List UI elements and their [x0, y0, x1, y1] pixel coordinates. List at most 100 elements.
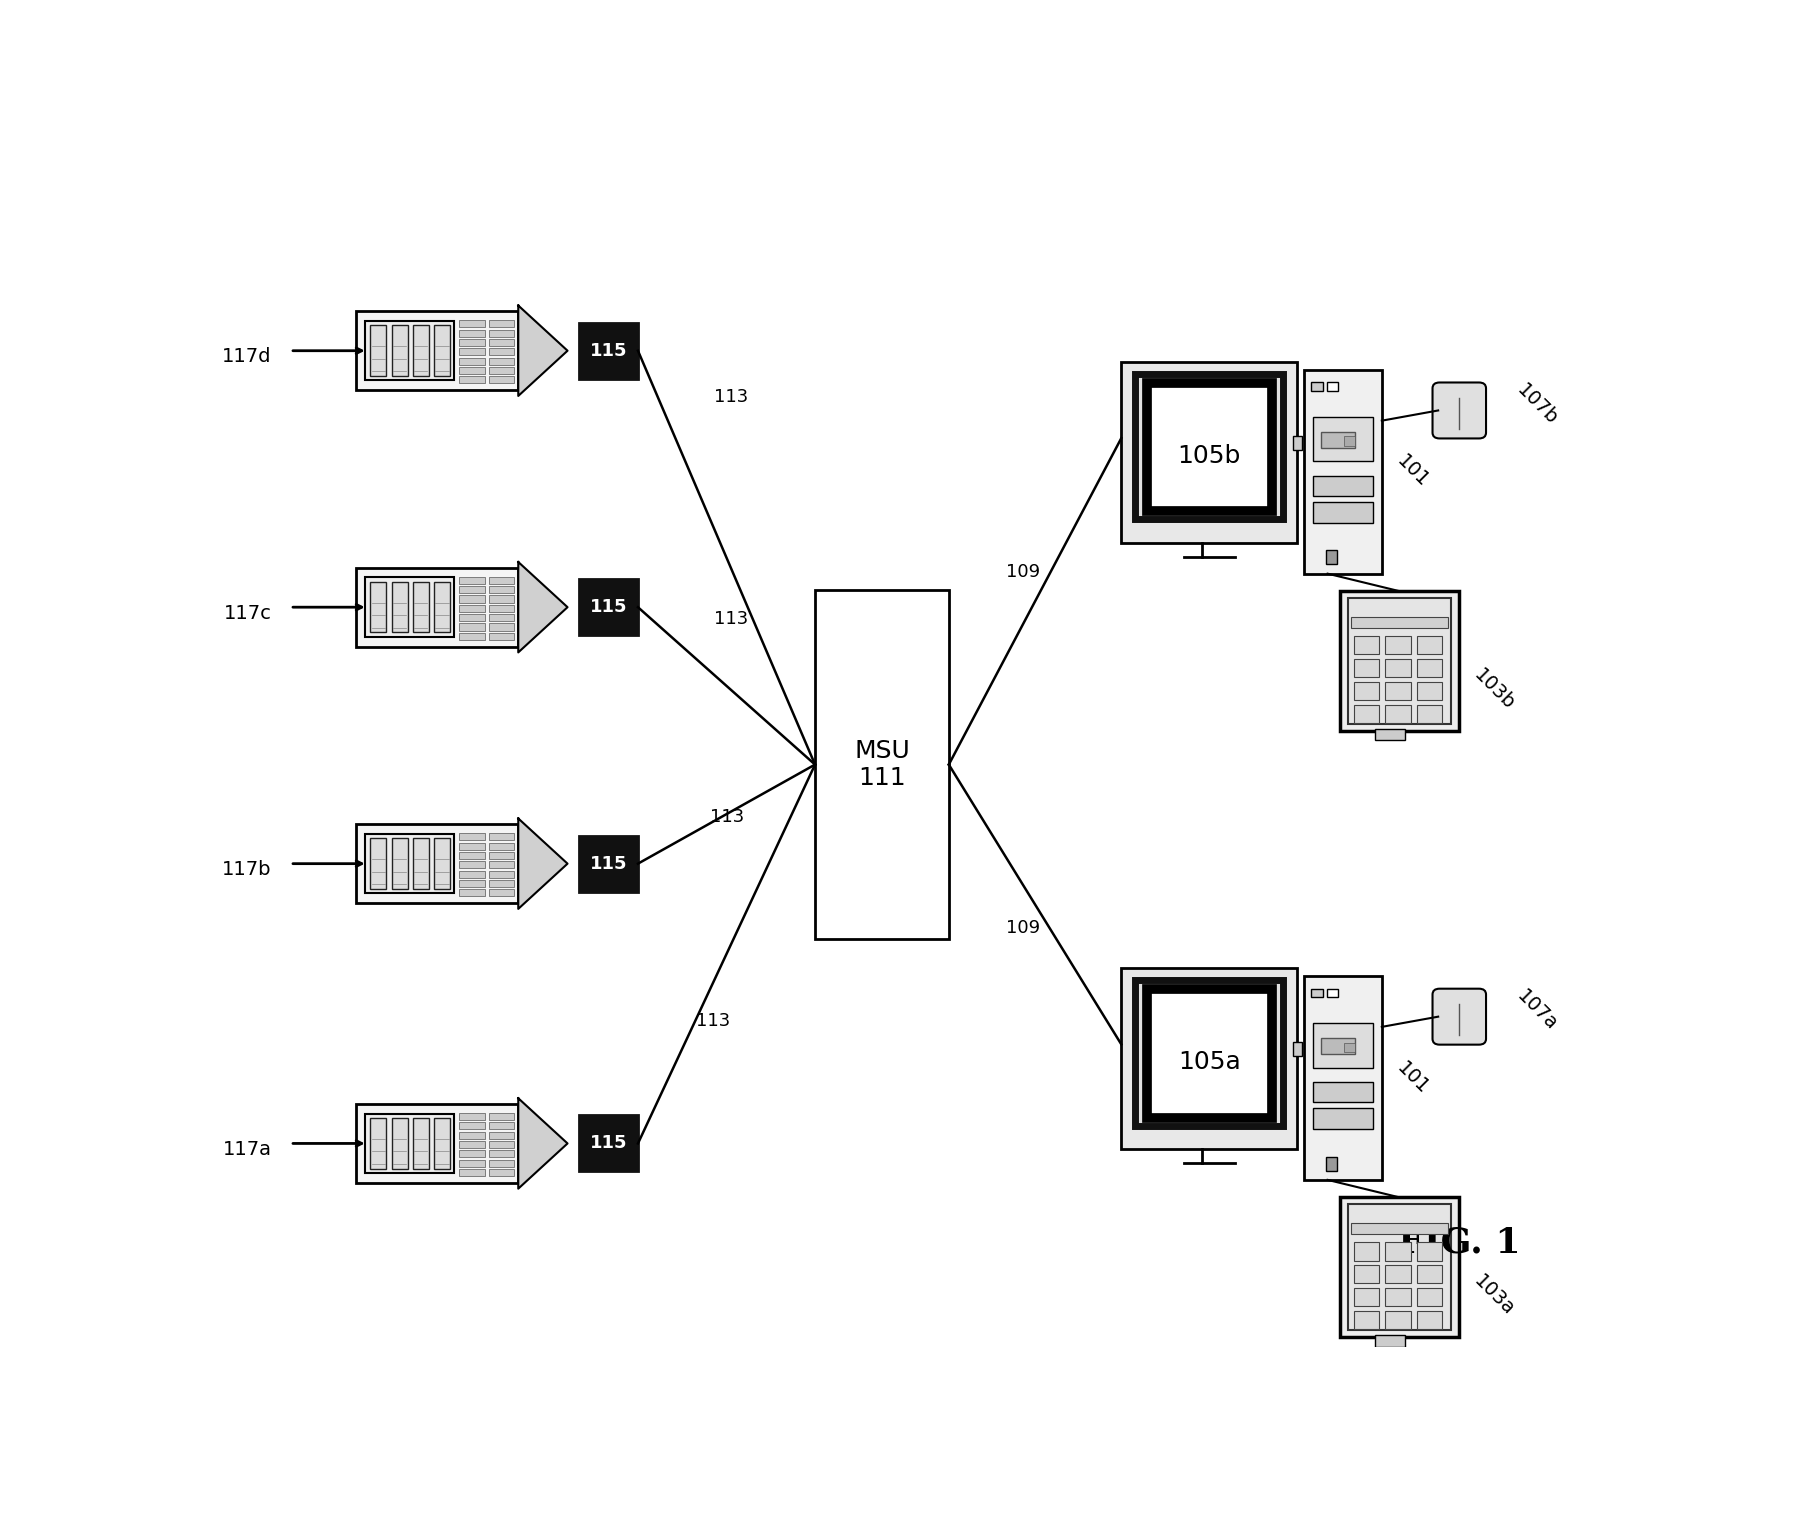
Bar [489, 1113, 514, 1120]
Text: 115: 115 [591, 342, 627, 360]
Bar [489, 595, 514, 603]
Bar [1348, 1204, 1450, 1331]
Bar [489, 624, 514, 630]
Bar [460, 1122, 485, 1129]
Text: MSU
111: MSU 111 [854, 739, 910, 790]
Bar [460, 330, 485, 336]
Bar [460, 624, 485, 630]
Bar [580, 322, 638, 378]
Bar [1321, 1039, 1355, 1054]
Bar [1350, 618, 1448, 628]
Bar [460, 357, 485, 365]
Bar [371, 839, 387, 889]
Bar [1326, 551, 1337, 565]
Bar [1350, 1223, 1448, 1234]
Bar [580, 580, 638, 636]
Bar [434, 581, 451, 633]
Bar [1354, 681, 1379, 699]
Bar [489, 833, 514, 840]
Bar [460, 366, 485, 374]
Bar [1375, 728, 1405, 740]
FancyBboxPatch shape [1432, 989, 1486, 1045]
Text: 115: 115 [591, 1134, 627, 1152]
Text: 115: 115 [591, 855, 627, 872]
Bar [489, 348, 514, 356]
Bar [1339, 1198, 1459, 1337]
Bar [460, 604, 485, 612]
Bar [460, 615, 485, 621]
Bar [1354, 1311, 1379, 1329]
Bar [1121, 362, 1297, 544]
Bar [412, 326, 429, 375]
Bar [1385, 704, 1412, 722]
Bar [1354, 704, 1379, 722]
Bar [392, 326, 407, 375]
Bar [460, 833, 485, 840]
Bar [1121, 969, 1297, 1149]
Text: 113: 113 [714, 389, 749, 406]
Bar [489, 377, 514, 383]
Bar [1417, 659, 1443, 677]
Bar [1417, 704, 1443, 722]
Bar [1326, 1157, 1337, 1170]
Bar [371, 1119, 387, 1169]
Bar [434, 1119, 451, 1169]
Bar [1147, 383, 1272, 512]
Bar [392, 839, 407, 889]
Bar [1417, 1266, 1443, 1284]
Text: 107b: 107b [1514, 380, 1561, 428]
Bar [1345, 1043, 1355, 1052]
Bar [365, 1114, 454, 1173]
Bar [1136, 374, 1283, 519]
Bar [489, 615, 514, 621]
Bar [460, 339, 485, 347]
Bar [460, 321, 485, 327]
Bar [356, 824, 518, 904]
Bar [1314, 1023, 1374, 1067]
Bar [1326, 383, 1337, 391]
Bar [460, 843, 485, 849]
Bar [1354, 659, 1379, 677]
Bar [580, 836, 638, 892]
Bar [1385, 681, 1412, 699]
Text: 103b: 103b [1470, 665, 1519, 713]
Bar [489, 604, 514, 612]
Bar [489, 366, 514, 374]
Bar [489, 339, 514, 347]
Bar [580, 1116, 638, 1172]
Bar [489, 843, 514, 849]
Bar [365, 834, 454, 893]
Bar [460, 871, 485, 878]
Bar [1294, 436, 1301, 450]
Bar [371, 581, 387, 633]
Bar [489, 577, 514, 584]
Bar [434, 326, 451, 375]
Bar [1305, 977, 1383, 1179]
Bar [1314, 475, 1374, 497]
Text: 109: 109 [1005, 563, 1039, 581]
Bar [1314, 1083, 1374, 1102]
Bar [1385, 1266, 1412, 1284]
Bar [1354, 1266, 1379, 1284]
Text: 105b: 105b [1177, 444, 1241, 468]
Text: 117b: 117b [222, 860, 273, 880]
Text: 117a: 117a [223, 1140, 273, 1158]
Bar [1417, 1311, 1443, 1329]
Bar [434, 839, 451, 889]
Bar [1314, 416, 1374, 462]
Bar [489, 889, 514, 896]
Text: 101: 101 [1394, 1058, 1432, 1098]
Bar [489, 586, 514, 593]
Bar [489, 321, 514, 327]
Bar [489, 1122, 514, 1129]
Bar [1345, 436, 1355, 445]
Bar [460, 577, 485, 584]
Bar [489, 1169, 514, 1176]
Bar [460, 861, 485, 869]
Bar [1417, 1243, 1443, 1261]
Bar [392, 1119, 407, 1169]
Text: 107a: 107a [1514, 987, 1561, 1036]
Bar [460, 1142, 485, 1148]
Text: 113: 113 [710, 808, 745, 827]
Text: 103a: 103a [1470, 1272, 1519, 1319]
